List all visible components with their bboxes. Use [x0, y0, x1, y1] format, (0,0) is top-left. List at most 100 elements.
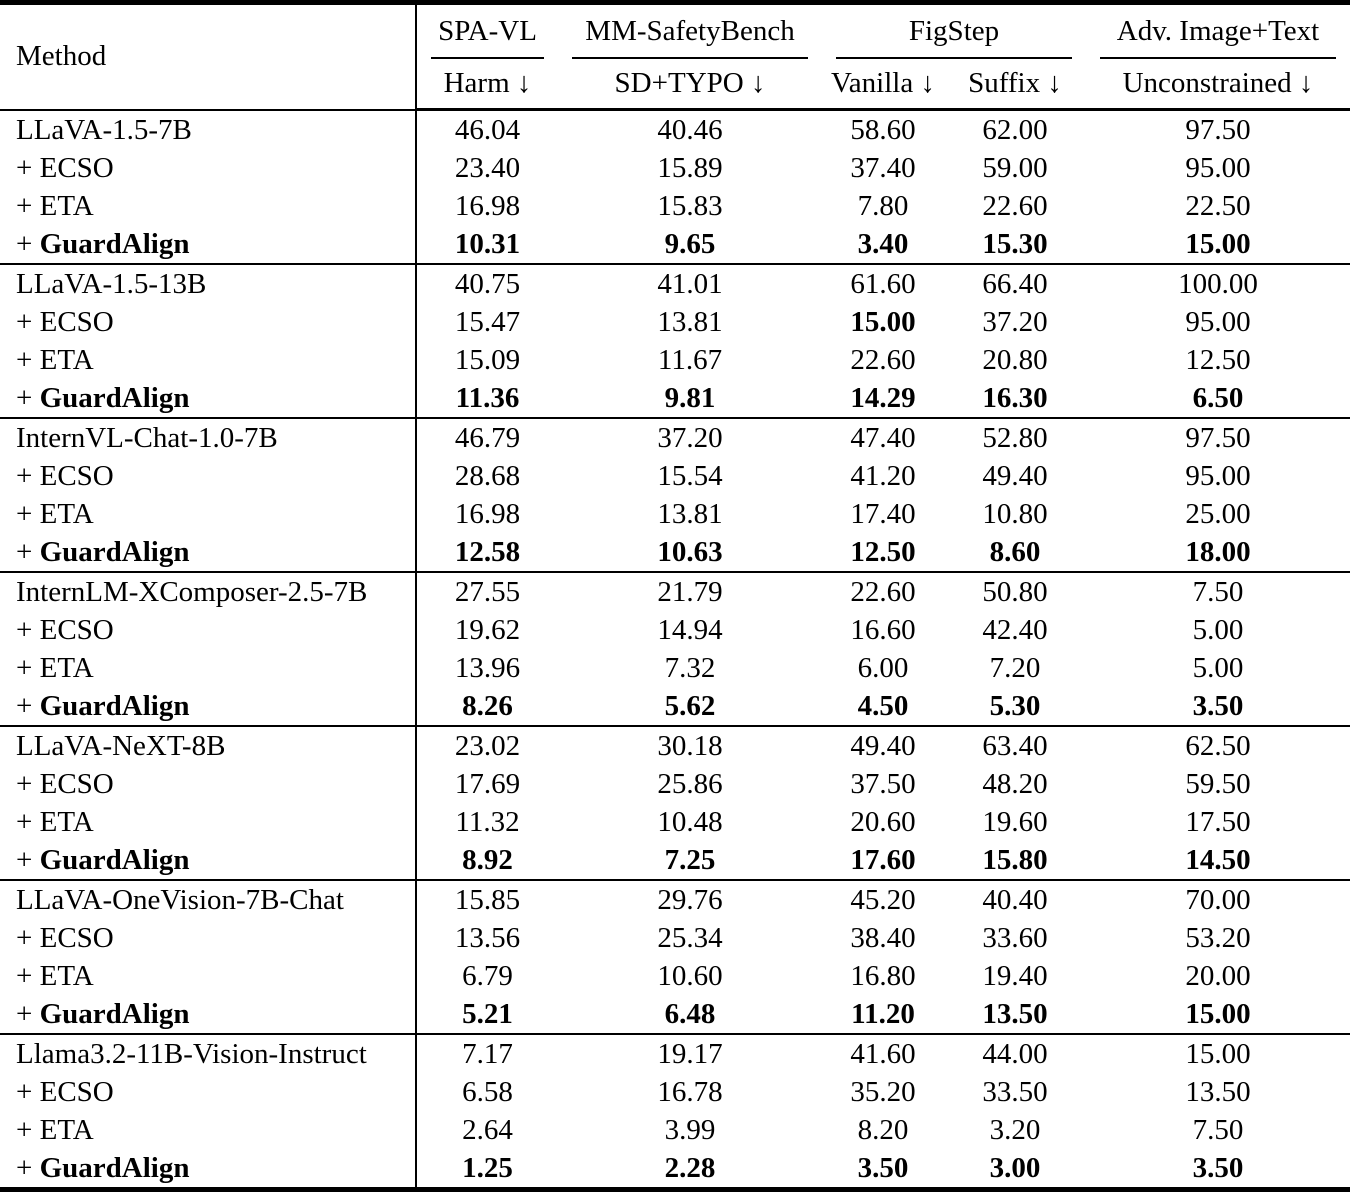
model-group: InternVL-Chat-1.0-7B 46.79 37.20 47.40 52.80… — [0, 418, 1350, 572]
method-cell: LLaVA-1.5-13B — [0, 264, 416, 303]
value-cell: 46.79 — [415, 418, 558, 457]
value-cell: 23.40 — [415, 149, 558, 187]
value-cell: 13.96 — [415, 649, 558, 687]
col-group-spa-vl-label: SPA-VL — [431, 13, 544, 59]
value-cell: 22.50 — [1185, 190, 1251, 222]
table-row: LLaVA-1.5-7B 46.04 40.46 58.60 62.00 97.50 — [0, 109, 1350, 149]
method-cell: LLaVA-NeXT-8B — [0, 726, 416, 765]
method-cell: + ECSO — [0, 765, 416, 803]
value-cell: 11.67 — [657, 344, 723, 376]
method-prefix: + — [16, 652, 40, 684]
value-cell: 14.50 — [1185, 844, 1251, 876]
method-name: InternVL-Chat-1.0-7B — [16, 422, 278, 454]
table-row: InternLM-XComposer-2.5-7B 27.55 21.79 22.60… — [0, 572, 1350, 611]
value-cell: 8.60 — [989, 536, 1041, 568]
value-cell: 3.00 — [989, 1152, 1041, 1184]
value-cell: 59.50 — [1185, 768, 1251, 800]
method-name: LLaVA-NeXT-8B — [16, 730, 226, 762]
method-prefix: + — [16, 614, 40, 646]
value-cell: 8.26 — [415, 687, 558, 726]
value-cell: 50.80 — [982, 576, 1048, 608]
value-cell: 3.40 — [857, 228, 909, 260]
value-cell: 28.68 — [415, 457, 558, 495]
value-cell: 41.20 — [850, 460, 916, 492]
method-cell: InternLM-XComposer-2.5-7B — [0, 572, 416, 611]
method-cell: + GuardAlign — [0, 379, 416, 418]
method-name: GuardAlign — [39, 844, 190, 876]
value-cell: 15.83 — [657, 190, 723, 222]
value-cell: 3.50 — [1192, 690, 1244, 722]
method-cell: InternVL-Chat-1.0-7B — [0, 418, 416, 457]
method-cell: + GuardAlign — [0, 687, 416, 726]
method-prefix: + — [16, 382, 40, 414]
col-group-spa-vl: SPA-VL — [415, 2, 558, 59]
value-cell: 10.31 — [415, 225, 558, 264]
method-name: GuardAlign — [39, 228, 190, 260]
value-cell: 5.00 — [1192, 614, 1244, 646]
method-name: ETA — [39, 806, 94, 838]
value-cell: 10.60 — [657, 960, 723, 992]
col-group-figstep: FigStep — [822, 3, 1086, 59]
table-row: + ECSO 19.62 14.94 16.60 42.40 5.00 — [0, 611, 1350, 649]
method-name: LLaVA-OneVision-7B-Chat — [16, 884, 344, 916]
value-cell: 100.00 — [1178, 268, 1258, 300]
value-cell: 3.50 — [1192, 1152, 1244, 1184]
method-cell: + GuardAlign — [0, 225, 416, 264]
value-cell: 15.47 — [415, 303, 558, 341]
method-prefix: + — [16, 344, 40, 376]
value-cell: 16.60 — [850, 614, 916, 646]
method-name: ECSO — [39, 922, 114, 954]
col-group-adv-image-text-label: Adv. Image+Text — [1100, 13, 1336, 59]
value-cell: 7.17 — [415, 1034, 558, 1073]
method-name: Llama3.2-11B-Vision-Instruct — [16, 1038, 367, 1070]
value-cell: 42.40 — [982, 614, 1048, 646]
value-cell: 5.30 — [989, 690, 1041, 722]
value-cell: 15.85 — [415, 880, 558, 919]
method-name: InternLM-XComposer-2.5-7B — [16, 576, 368, 608]
value-cell: 7.80 — [857, 190, 909, 222]
value-cell: 6.58 — [415, 1073, 558, 1111]
col-group-mm-safetybench: MM-SafetyBench — [558, 3, 822, 59]
value-cell: 15.00 — [1185, 998, 1251, 1030]
value-cell: 19.62 — [415, 611, 558, 649]
method-prefix: + — [16, 1114, 40, 1146]
value-cell: 37.50 — [850, 768, 916, 800]
value-cell: 12.50 — [1185, 344, 1251, 376]
value-cell: 33.50 — [982, 1076, 1048, 1108]
method-cell: + ETA — [0, 341, 416, 379]
value-cell: 15.09 — [415, 341, 558, 379]
value-cell: 30.18 — [657, 730, 723, 762]
method-name: ETA — [39, 190, 94, 222]
value-cell: 5.21 — [415, 995, 558, 1034]
method-cell: + ECSO — [0, 1073, 416, 1111]
table-row: + ECSO 15.47 13.81 15.00 37.20 95.00 — [0, 303, 1350, 341]
col-header-sd-typo: SD+TYPO ↓ — [558, 59, 822, 111]
value-cell: 16.98 — [415, 495, 558, 533]
method-prefix: + — [16, 806, 40, 838]
value-cell: 15.00 — [1185, 1038, 1251, 1070]
method-name: LLaVA-1.5-7B — [16, 113, 192, 146]
value-cell: 95.00 — [1185, 152, 1251, 184]
method-prefix: + — [16, 228, 40, 260]
value-cell: 40.75 — [415, 264, 558, 303]
col-header-harm: Harm ↓ — [415, 59, 558, 111]
value-cell: 5.62 — [664, 690, 716, 722]
value-cell: 20.00 — [1185, 960, 1251, 992]
model-group: LLaVA-1.5-13B 40.75 41.01 61.60 66.40 100.00 +… — [0, 264, 1350, 418]
method-name: ECSO — [39, 152, 114, 184]
value-cell: 37.20 — [982, 306, 1048, 338]
col-header-unconstrained: Unconstrained ↓ — [1086, 59, 1350, 111]
value-cell: 41.60 — [850, 1038, 916, 1070]
value-cell: 97.50 — [1185, 422, 1251, 454]
model-group: LLaVA-OneVision-7B-Chat 15.85 29.76 45.20 40… — [0, 880, 1350, 1034]
value-cell: 63.40 — [982, 730, 1048, 762]
method-cell: + ETA — [0, 957, 416, 995]
method-name: LLaVA-1.5-13B — [16, 268, 207, 300]
value-cell: 47.40 — [850, 422, 916, 454]
method-prefix: + — [16, 768, 40, 800]
value-cell: 35.20 — [850, 1076, 916, 1108]
value-cell: 95.00 — [1185, 306, 1251, 338]
value-cell: 16.78 — [657, 1076, 723, 1108]
table-row: + ECSO 6.58 16.78 35.20 33.50 13.50 — [0, 1073, 1350, 1111]
model-group: LLaVA-NeXT-8B 23.02 30.18 49.40 63.40 62.50 + … — [0, 726, 1350, 880]
